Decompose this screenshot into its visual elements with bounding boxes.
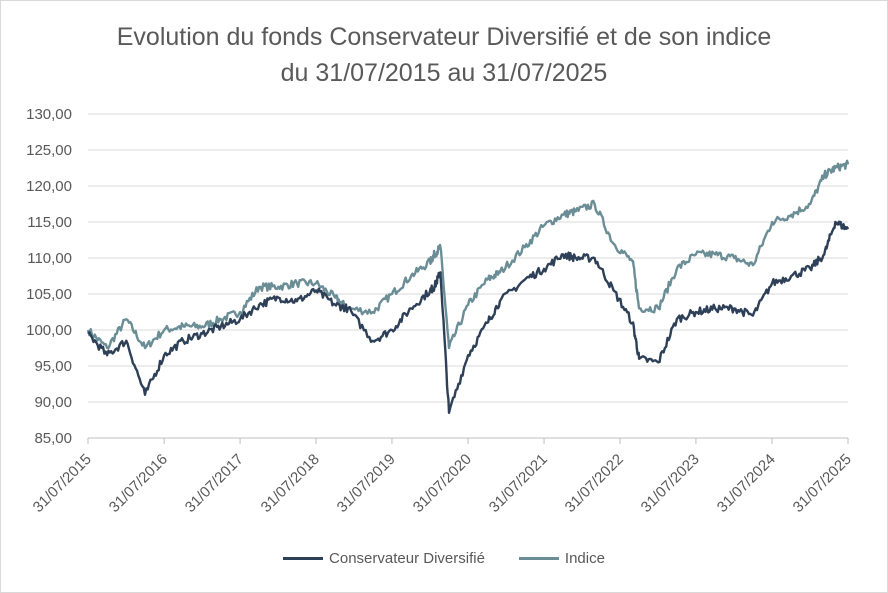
series-line-index bbox=[86, 159, 850, 350]
y-tick-label: 105,00 bbox=[26, 286, 72, 303]
y-tick-label: 85,00 bbox=[34, 430, 72, 447]
x-tick-label: 31/07/2016 bbox=[106, 451, 171, 516]
legend-swatch-index bbox=[518, 557, 559, 560]
y-tick-label: 120,00 bbox=[26, 178, 72, 195]
y-tick-label: 130,00 bbox=[26, 106, 72, 123]
y-tick-label: 95,00 bbox=[34, 358, 72, 375]
x-tick-label: 31/07/2019 bbox=[334, 451, 399, 516]
x-tick-label: 31/07/2025 bbox=[790, 451, 855, 516]
x-tick-label: 31/07/2018 bbox=[258, 451, 323, 516]
legend-item-fund: Conservateur Diversifié bbox=[283, 550, 485, 567]
x-tick-label: 31/07/2020 bbox=[410, 451, 475, 516]
legend-item-index: Indice bbox=[518, 550, 605, 567]
legend-label-fund: Conservateur Diversifié bbox=[329, 550, 485, 567]
x-tick-label: 31/07/2017 bbox=[182, 451, 247, 516]
x-tick-label: 31/07/2022 bbox=[562, 451, 627, 516]
y-tick-label: 90,00 bbox=[34, 394, 72, 411]
chart-legend: Conservateur Diversifié Indice bbox=[0, 550, 888, 567]
chart-subtitle: du 31/07/2015 au 31/07/2025 bbox=[280, 59, 608, 87]
chart-title: Evolution du fonds Conservateur Diversif… bbox=[116, 23, 772, 51]
y-tick-label: 110,00 bbox=[27, 250, 72, 267]
legend-swatch-fund bbox=[283, 557, 324, 560]
y-tick-label: 100,00 bbox=[26, 322, 72, 339]
x-tick-label: 31/07/2023 bbox=[638, 451, 703, 516]
y-tick-label: 115,00 bbox=[27, 214, 72, 231]
series-line-fund bbox=[87, 220, 850, 414]
x-tick-label: 31/07/2021 bbox=[486, 451, 551, 516]
y-tick-label: 125,00 bbox=[26, 142, 72, 159]
x-tick-label: 31/07/2015 bbox=[30, 451, 95, 516]
x-tick-label: 31/07/2024 bbox=[714, 451, 779, 516]
legend-label-index: Indice bbox=[564, 550, 605, 567]
